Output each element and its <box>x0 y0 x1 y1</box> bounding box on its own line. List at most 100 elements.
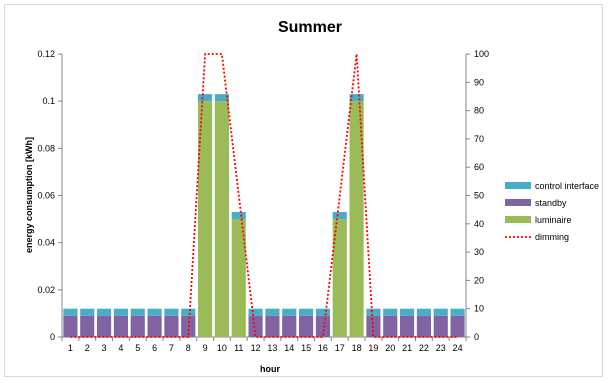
bar-control-interface-12 <box>248 308 263 316</box>
y2-tick-label: 20 <box>474 275 484 285</box>
bar-standby-14 <box>282 315 297 337</box>
x-tick-label: 23 <box>436 343 446 353</box>
x-tick-label: 17 <box>335 343 345 353</box>
y-tick-label: 0.12 <box>37 49 55 59</box>
bar-luminaire-9 <box>198 101 213 338</box>
y2-tick-label: 70 <box>474 134 484 144</box>
x-tick-label: 24 <box>453 343 463 353</box>
legend-label-control-interface: control interface <box>535 181 599 191</box>
bar-control-interface-13 <box>265 308 280 316</box>
bar-control-interface-3 <box>97 308 112 316</box>
bar-control-interface-21 <box>400 308 415 316</box>
y2-tick-label: 40 <box>474 219 484 229</box>
bar-control-interface-9 <box>198 94 213 102</box>
x-tick-label: 13 <box>267 343 277 353</box>
x-tick-label: 11 <box>234 343 243 353</box>
x-tick-label: 21 <box>402 343 412 353</box>
bar-control-interface-11 <box>231 212 246 220</box>
x-tick-label: 14 <box>284 343 294 353</box>
legend-swatch-luminaire <box>505 216 531 223</box>
dimming-line <box>70 53 458 338</box>
bar-standby-21 <box>400 315 415 337</box>
x-axis-label: hour <box>260 364 280 374</box>
y2-tick-label: 80 <box>474 106 484 116</box>
bar-control-interface-7 <box>164 308 179 316</box>
bar-luminaire-10 <box>214 101 229 338</box>
x-tick-label: 3 <box>102 343 107 353</box>
x-tick-label: 10 <box>217 343 227 353</box>
bar-control-interface-8 <box>181 308 196 316</box>
legend-swatch-standby <box>505 199 531 206</box>
bar-control-interface-2 <box>80 308 95 316</box>
bar-control-interface-15 <box>299 308 314 316</box>
y-axis-label: energy consumption [kWh] <box>24 137 34 253</box>
y2-tick-label: 30 <box>474 247 484 257</box>
x-tick-label: 1 <box>68 343 73 353</box>
y2-tick-label: 90 <box>474 77 484 87</box>
x-tick-label: 18 <box>352 343 362 353</box>
y2-tick-label: 50 <box>474 191 484 201</box>
bar-control-interface-6 <box>147 308 162 316</box>
bar-control-interface-5 <box>130 308 145 316</box>
y2-tick-label: 10 <box>474 304 484 314</box>
x-tick-label: 4 <box>118 343 123 353</box>
x-tick-label: 16 <box>318 343 328 353</box>
bar-standby-20 <box>383 315 398 337</box>
legend-label-dimming: dimming <box>535 232 569 242</box>
x-tick-label: 22 <box>419 343 429 353</box>
y-tick-label: 0 <box>50 332 55 342</box>
bar-control-interface-16 <box>315 308 330 316</box>
x-tick-label: 8 <box>186 343 191 353</box>
y2-tick-label: 100 <box>474 49 489 59</box>
y-tick-label: 0.06 <box>37 191 55 201</box>
bar-standby-7 <box>164 315 179 337</box>
bar-standby-15 <box>299 315 314 337</box>
bar-standby-16 <box>315 315 330 337</box>
bar-control-interface-14 <box>282 308 297 316</box>
y-tick-label: 0.04 <box>37 238 55 248</box>
bar-standby-4 <box>113 315 128 337</box>
bar-standby-1 <box>63 315 78 337</box>
bar-standby-23 <box>433 315 448 337</box>
bar-control-interface-20 <box>383 308 398 316</box>
x-tick-label: 20 <box>385 343 395 353</box>
bar-control-interface-1 <box>63 308 78 316</box>
legend-label-luminaire: luminaire <box>535 215 572 225</box>
bar-control-interface-22 <box>416 308 431 316</box>
y-tick-label: 0.1 <box>42 96 55 106</box>
chart-title: Summer <box>278 19 342 36</box>
y2-tick-label: 60 <box>474 162 484 172</box>
legend-swatch-control-interface <box>505 182 531 189</box>
y-tick-label: 0.02 <box>37 285 55 295</box>
x-tick-label: 15 <box>301 343 311 353</box>
y-tick-label: 0.08 <box>37 143 55 153</box>
bar-standby-6 <box>147 315 162 337</box>
x-tick-label: 19 <box>368 343 378 353</box>
bar-luminaire-17 <box>332 219 347 337</box>
x-tick-label: 9 <box>203 343 208 353</box>
bar-luminaire-11 <box>231 219 246 337</box>
bar-standby-2 <box>80 315 95 337</box>
bar-control-interface-18 <box>349 94 364 102</box>
bar-standby-12 <box>248 315 263 337</box>
x-tick-label: 5 <box>135 343 140 353</box>
bar-control-interface-23 <box>433 308 448 316</box>
bar-control-interface-10 <box>214 94 229 102</box>
plot-area: 0 0.02 0.04 0.06 0.08 0.1 0.12 0 10 20 30 40 50 60 70 8… <box>37 49 489 353</box>
x-tick-label: 12 <box>251 343 261 353</box>
bar-control-interface-19 <box>366 308 381 316</box>
bar-standby-22 <box>416 315 431 337</box>
bar-standby-5 <box>130 315 145 337</box>
bar-standby-24 <box>450 315 465 337</box>
bar-luminaire-18 <box>349 101 364 338</box>
y2-tick-label: 0 <box>474 332 479 342</box>
legend: control interface standby luminaire dimming <box>505 181 599 242</box>
bar-control-interface-24 <box>450 308 465 316</box>
bar-standby-3 <box>97 315 112 337</box>
legend-label-standby: standby <box>535 198 567 208</box>
bar-standby-13 <box>265 315 280 337</box>
x-tick-label: 6 <box>152 343 157 353</box>
bar-control-interface-4 <box>113 308 128 316</box>
x-tick-label: 7 <box>169 343 174 353</box>
